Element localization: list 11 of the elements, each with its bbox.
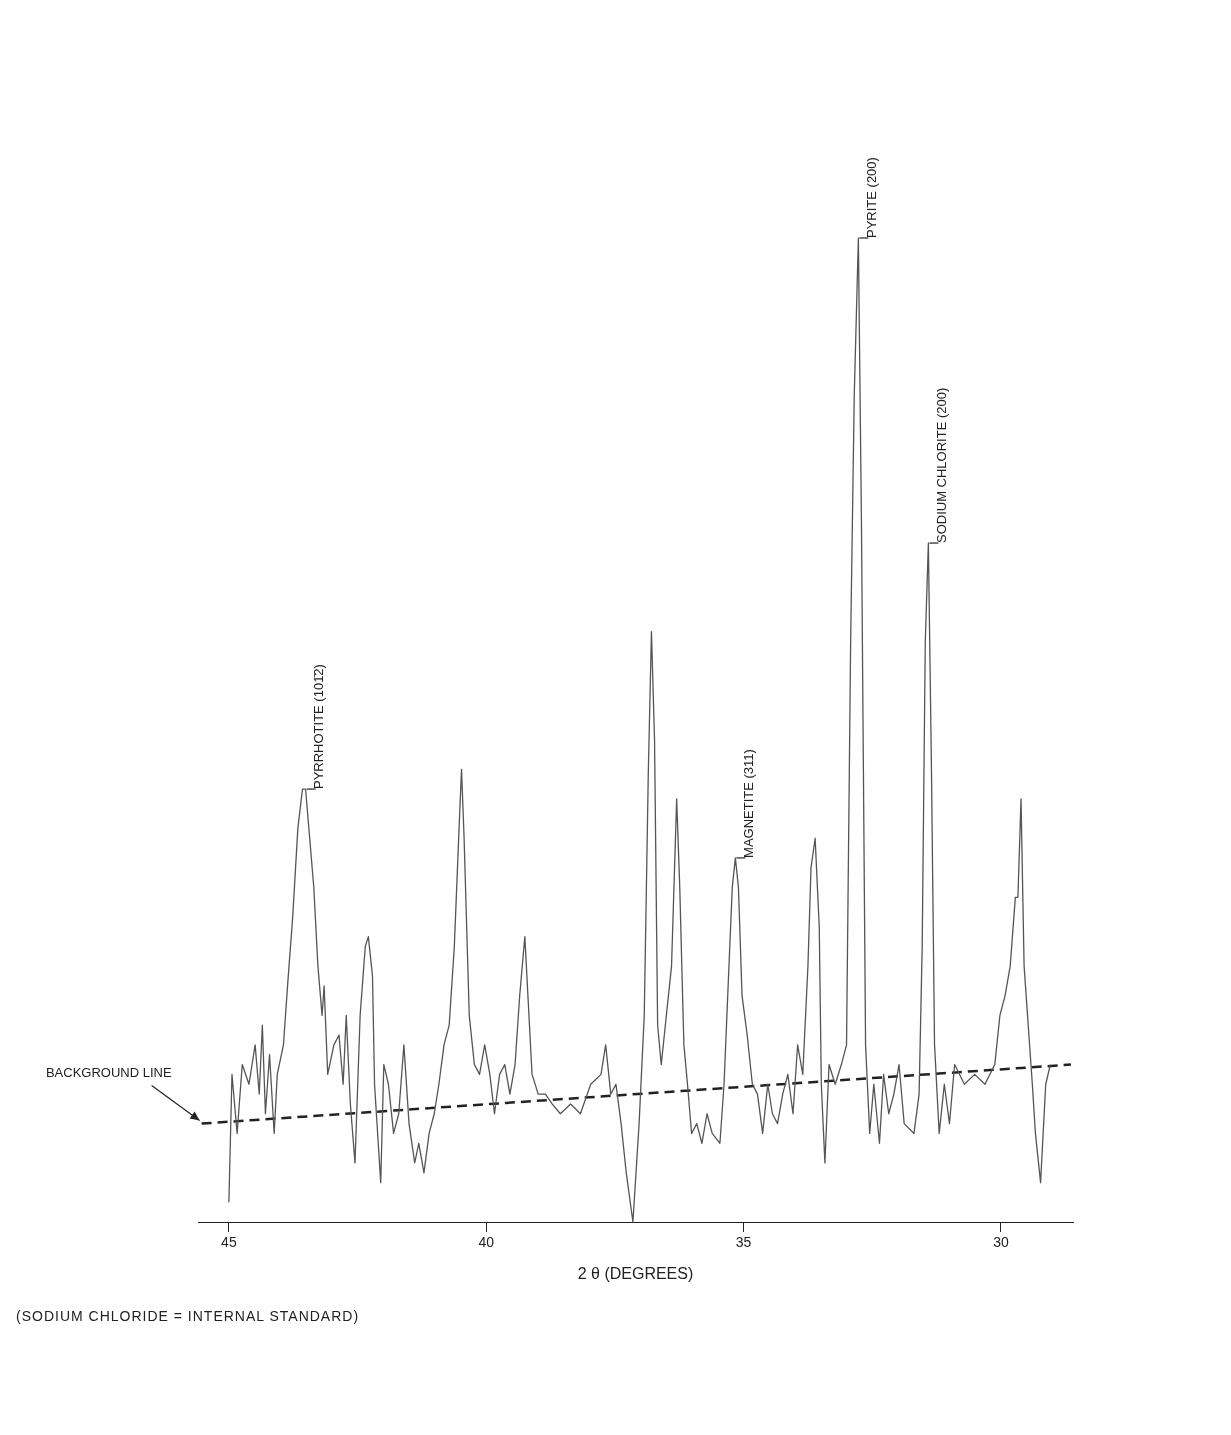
x-tick-label: 40 — [478, 1234, 495, 1251]
x-tick-label: 35 — [735, 1234, 752, 1251]
x-axis-title: 2 θ (DEGREES) — [577, 1264, 694, 1282]
x-tick-label: 45 — [221, 1234, 237, 1251]
x-tick-label: 30 — [993, 1234, 1009, 1251]
annotation: PYRITE (200) — [863, 157, 879, 238]
annotation: SODIUM CHLORITE (200) — [933, 387, 949, 544]
annotation: PYRRHOTITE (101̄2) — [311, 664, 327, 790]
annotation: MAGNETITE (311) — [740, 749, 756, 858]
annotation: BACKGROUND LINE — [45, 1065, 172, 1081]
text: (SODIUM CHLORIDE = INTERNAL STANDARD) — [16, 1308, 361, 1324]
